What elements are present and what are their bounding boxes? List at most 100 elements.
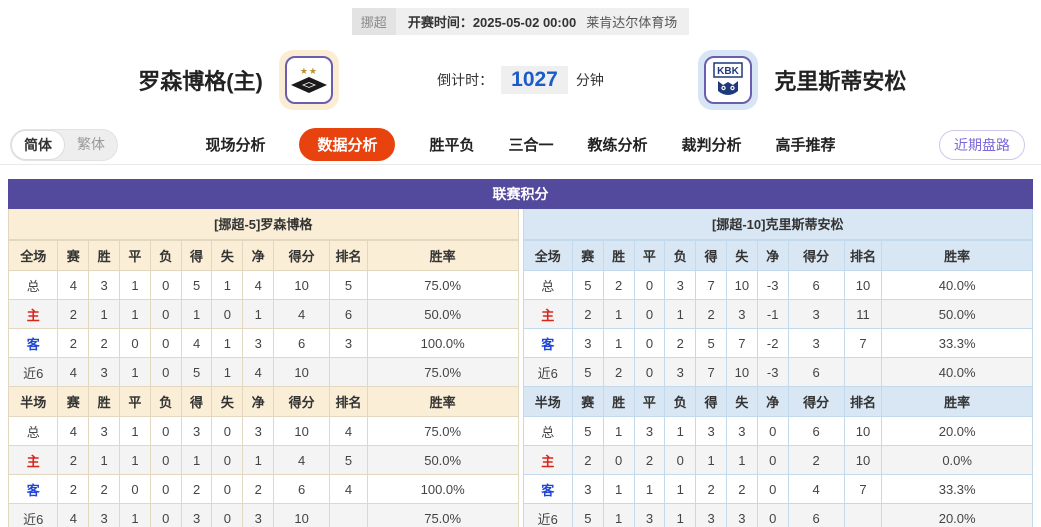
stat-cell: 50.0%: [881, 299, 1033, 329]
table-row: 总 4 3 1 0 3 0 3 10 4 75.0%: [7, 416, 519, 446]
column-header: 得分: [273, 386, 331, 417]
column-header: 净: [242, 386, 275, 417]
stat-cell: 1: [180, 299, 213, 329]
stat-cell: 1: [211, 270, 244, 300]
league-points-section: 联赛积分 [挪超-5]罗森博格 全场赛胜平负得失净得分 排名 胜率总 4 3 1 0 5 1 4 1…: [7, 179, 1033, 527]
stat-cell: 2: [57, 474, 90, 504]
column-header: 得分: [273, 240, 331, 271]
tab-referee-analysis[interactable]: 裁判分析: [681, 137, 742, 154]
stat-cell: 3: [571, 328, 604, 358]
stat-cell: 4: [273, 299, 331, 329]
table-row: 近6 5 1 3 1 3 3 0 6 20.0%: [522, 503, 1033, 527]
stat-cell: 3: [180, 503, 213, 527]
tab-coach-analysis[interactable]: 教练分析: [587, 137, 648, 154]
stat-cell: 3: [571, 474, 604, 504]
stat-cell: 0: [149, 270, 182, 300]
table-row: 客 2 2 0 0 4 1 3 6 3 100.0%: [7, 328, 519, 358]
stat-cell: 1: [119, 445, 151, 475]
stat-cell: 1: [602, 474, 635, 504]
lang-traditional-button[interactable]: 繁体: [77, 135, 105, 152]
stat-cell: 0: [149, 299, 182, 329]
stat-cell: 0: [602, 445, 635, 475]
stat-cell: 4: [57, 357, 90, 387]
column-header: 负: [149, 386, 182, 417]
stat-cell: 10: [273, 503, 331, 527]
stat-cell: 4: [329, 416, 368, 446]
stat-cell: 4: [329, 474, 368, 504]
stat-cell: 10: [725, 270, 758, 300]
match-header: 罗森博格(主) ★★ 倒计时： 1027 分钟 KBK: [0, 35, 1041, 125]
stat-cell: 100.0%: [366, 328, 519, 358]
stat-cell: 0: [149, 328, 182, 358]
column-header: 胜: [602, 240, 635, 271]
stat-cell: 20.0%: [881, 503, 1033, 527]
stat-cell: 0: [211, 299, 244, 329]
column-header: 得: [180, 240, 213, 271]
stat-cell: 1: [180, 445, 213, 475]
tab-three-in-one[interactable]: 三合一: [508, 137, 554, 154]
lang-simplified-button[interactable]: 简体: [11, 129, 65, 160]
home-team-logo: ★★: [278, 50, 339, 110]
kickoff-time: 开赛时间：2025-05-02 00:00: [408, 12, 576, 31]
stat-cell: 6: [787, 416, 845, 446]
stat-cell: 3: [664, 270, 697, 300]
tab-live-analysis[interactable]: 现场分析: [205, 137, 266, 154]
stat-cell: 1: [602, 503, 635, 527]
tab-expert-picks[interactable]: 高手推荐: [775, 137, 836, 154]
stat-cell: 0: [633, 299, 666, 329]
stat-cell: 75.0%: [366, 416, 519, 446]
row-label: 近6: [522, 503, 573, 527]
row-label: 总: [7, 416, 59, 446]
stat-cell: 10: [273, 416, 331, 446]
stat-cell: 1: [602, 299, 635, 329]
column-header: 排名: [843, 386, 883, 417]
svg-text:KBK: KBK: [718, 66, 740, 77]
recent-odds-button[interactable]: 近期盘路: [939, 129, 1025, 160]
stat-cell: 0: [119, 474, 151, 504]
stat-cell: 0: [756, 503, 789, 527]
stat-cell: 40.0%: [881, 357, 1033, 387]
stat-cell: 0: [756, 474, 789, 504]
stat-cell: 0: [633, 270, 666, 300]
countdown-label: 倒计时：: [437, 72, 494, 88]
stat-cell: 7: [695, 270, 727, 300]
stat-cell: 1: [725, 445, 758, 475]
stat-cell: -2: [756, 328, 789, 358]
column-header: 平: [119, 240, 151, 271]
stat-cell: 1: [664, 416, 697, 446]
stat-cell: 11: [843, 299, 883, 329]
stat-cell: 10: [273, 270, 331, 300]
stat-cell: 2: [602, 357, 635, 387]
stat-cell: 3: [787, 299, 845, 329]
stat-cell: 0: [633, 328, 666, 358]
stat-cell: 3: [633, 503, 666, 527]
stat-cell: -3: [756, 357, 789, 387]
column-header: 全场: [522, 240, 573, 271]
stat-cell: 1: [119, 270, 151, 300]
tab-data-analysis[interactable]: 数据分析: [299, 128, 396, 161]
stat-cell: 5: [695, 328, 727, 358]
stat-cell: 2: [180, 474, 213, 504]
stat-cell: 10: [273, 357, 331, 387]
column-header: 负: [149, 240, 182, 271]
stat-cell: 6: [329, 299, 368, 329]
stat-cell: 3: [88, 270, 121, 300]
stat-cell: 20.0%: [881, 416, 1033, 446]
stats-header-row: 全场赛胜平负得失净得分 排名 胜率: [522, 240, 1033, 271]
stat-cell: 2: [571, 299, 604, 329]
tab-win-draw-lose[interactable]: 胜平负: [429, 137, 475, 154]
home-team-table: [挪超-5]罗森博格 全场赛胜平负得失净得分 排名 胜率总 4 3 1 0 5 1 4 10 5 75.…: [7, 209, 519, 527]
stat-cell: 1: [695, 445, 727, 475]
stats-header-row: 全场赛胜平负得失净得分 排名 胜率: [7, 240, 519, 271]
stat-cell: 3: [329, 328, 368, 358]
stat-cell: 5: [571, 357, 604, 387]
stat-cell: 3: [242, 503, 275, 527]
home-team-name: 罗森博格(主): [138, 69, 263, 94]
stat-cell: 1: [602, 416, 635, 446]
stat-cell: 2: [88, 328, 121, 358]
row-label: 客: [7, 474, 59, 504]
stat-cell: 0: [211, 416, 244, 446]
stat-cell: [329, 503, 368, 527]
stat-cell: 1: [119, 299, 151, 329]
stat-cell: 1: [119, 416, 151, 446]
